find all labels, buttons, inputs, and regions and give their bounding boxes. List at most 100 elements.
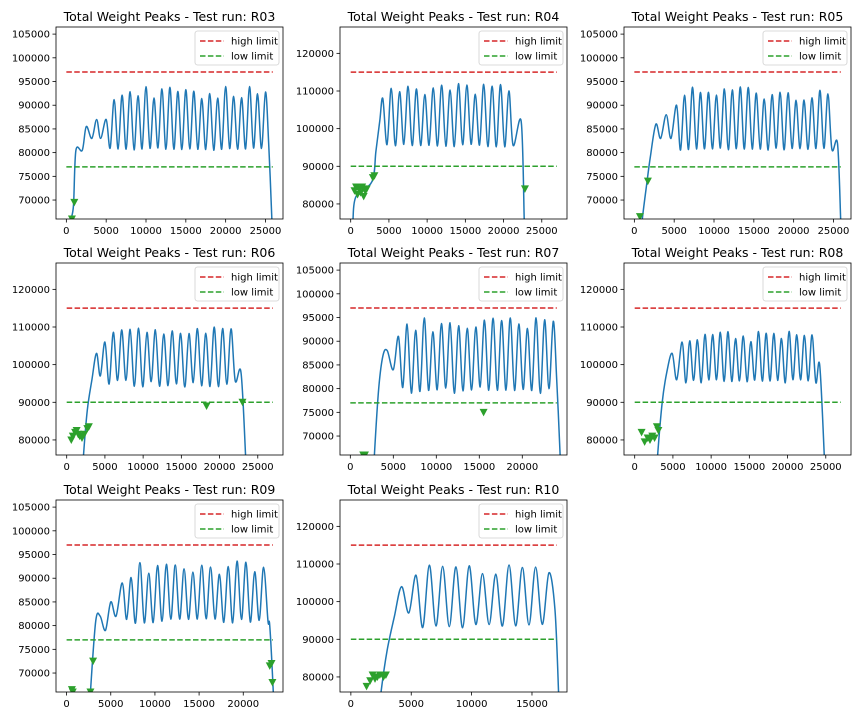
y-tick-label: 85000 [302, 360, 334, 371]
peak-marker [520, 185, 529, 193]
subplot-R06: Total Weight Peaks - Test run: R06 0 5000 1… [12, 245, 284, 473]
x-tick-label: 15000 [733, 462, 765, 473]
x-tick-label: 5000 [661, 226, 686, 237]
peak-marker [70, 198, 79, 207]
y-tick-label: 110000 [296, 87, 334, 98]
peak-marker [268, 679, 277, 687]
legend: high limit low limit [478, 30, 564, 66]
peak-marker [640, 438, 649, 446]
y-tick-label: 120000 [580, 285, 618, 296]
peak-marker [68, 688, 77, 692]
legend: high limit low limit [478, 266, 564, 302]
x-tick-label: 10000 [456, 699, 488, 710]
peak-marker [358, 183, 367, 191]
peak-marker [366, 677, 375, 685]
y-tick-label: 85000 [18, 597, 50, 608]
legend-low-label: low limit [515, 525, 557, 536]
x-tick-label: 15000 [516, 699, 548, 710]
x-tick-label: 5000 [92, 462, 117, 473]
y-tick-label: 75000 [18, 172, 50, 183]
y-tick-label: 70000 [586, 196, 618, 207]
subplot-R04: Total Weight Peaks - Test run: R04 0 5000 1… [296, 9, 568, 237]
x-tick-label: 25000 [818, 226, 850, 237]
legend: high limit low limit [478, 503, 564, 539]
x-tick-label: 25000 [810, 462, 842, 473]
y-tick-label: 95000 [302, 313, 334, 324]
legend-low-label: low limit [515, 288, 557, 299]
peak-marker [67, 215, 76, 219]
x-tick-label: 15000 [183, 699, 215, 710]
x-tick-label: 0 [348, 699, 354, 710]
y-tick-label: 75000 [586, 172, 618, 183]
legend-low-label: low limit [231, 525, 273, 536]
chart-title: Total Weight Peaks - Test run: R08 [631, 245, 844, 260]
x-tick-label: 10000 [695, 462, 727, 473]
y-tick-label: 95000 [18, 77, 50, 88]
peak-marker [238, 398, 247, 407]
peak-marker [643, 177, 652, 186]
x-tick-label: 20000 [506, 462, 538, 473]
plot-area [350, 544, 560, 692]
x-tick-label: 25000 [526, 226, 558, 237]
axes-frame [55, 262, 284, 456]
subplot-R07: Total Weight Peaks - Test run: R07 0 5000 1… [296, 245, 568, 473]
legend: high limit low limit [194, 266, 280, 302]
legend-high-label: high limit [515, 510, 562, 521]
x-tick-label: 0 [631, 226, 637, 237]
subplot-R08: Total Weight Peaks - Test run: R08 0 5000 1… [580, 245, 852, 473]
signal-line [89, 560, 275, 692]
x-tick-label: 0 [64, 462, 70, 473]
y-tick-label: 70000 [18, 196, 50, 207]
x-tick-label: 5000 [93, 226, 118, 237]
y-tick-label: 90000 [586, 398, 618, 409]
axes-frame [623, 26, 852, 220]
y-tick-label: 80000 [18, 435, 50, 446]
peak-marker [359, 192, 368, 201]
x-tick-label: 5000 [381, 462, 406, 473]
peak-marker [637, 428, 646, 437]
legend: high limit low limit [762, 30, 848, 66]
x-tick-label: 10000 [420, 462, 452, 473]
y-tick-label: 120000 [296, 522, 334, 533]
axes-frame [339, 26, 568, 220]
x-tick-label: 5000 [399, 699, 424, 710]
y-tick-label: 100000 [296, 124, 334, 135]
y-tick-label: 75000 [302, 408, 334, 419]
subplot-R03: Total Weight Peaks - Test run: R03 0 5000 1… [12, 9, 284, 237]
legend-high-label: high limit [231, 510, 278, 521]
peak-marker [356, 189, 365, 197]
y-tick-label: 85000 [586, 124, 618, 135]
y-tick-label: 90000 [18, 574, 50, 585]
x-tick-label: 10000 [139, 699, 171, 710]
legend-high-label: high limit [799, 37, 846, 48]
x-tick-label: 10000 [698, 226, 730, 237]
y-tick-label: 90000 [302, 337, 334, 348]
subplot-R10: Total Weight Peaks - Test run: R10 0 5000 1… [296, 482, 568, 710]
y-tick-label: 120000 [296, 49, 334, 60]
y-tick-label: 100000 [580, 360, 618, 371]
chart-title: Total Weight Peaks - Test run: R05 [631, 9, 844, 24]
y-tick-label: 100000 [296, 289, 334, 300]
axes-frame [55, 499, 284, 693]
legend-low-label: low limit [799, 52, 841, 63]
y-tick-label: 110000 [580, 323, 618, 334]
chart-title: Total Weight Peaks - Test run: R04 [347, 9, 560, 24]
plot-area [634, 307, 841, 455]
x-tick-label: 10000 [130, 226, 162, 237]
y-tick-label: 90000 [18, 101, 50, 112]
x-tick-label: 0 [347, 462, 353, 473]
y-tick-label: 90000 [18, 398, 50, 409]
y-tick-label: 80000 [586, 435, 618, 446]
y-tick-label: 80000 [302, 672, 334, 683]
y-tick-label: 100000 [12, 53, 50, 64]
x-tick-label: 5000 [376, 226, 401, 237]
peak-marker [89, 657, 98, 666]
x-tick-label: 20000 [488, 226, 520, 237]
peak-marker [652, 423, 661, 431]
plot-area [350, 307, 561, 455]
peak-marker [479, 408, 488, 417]
x-tick-label: 20000 [778, 226, 810, 237]
y-tick-label: 95000 [586, 77, 618, 88]
x-tick-label: 20000 [227, 699, 259, 710]
